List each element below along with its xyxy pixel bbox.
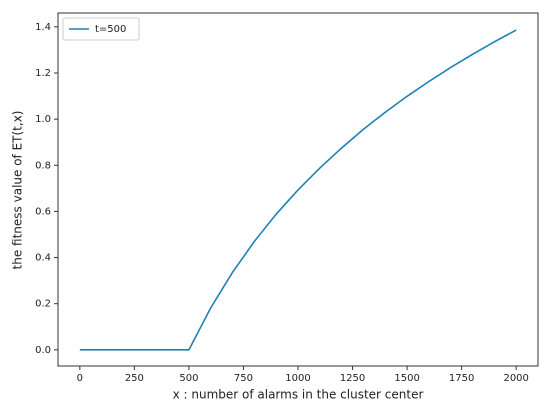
x-tick-label: 500 [179, 373, 198, 384]
legend-label: t=500 [95, 24, 126, 35]
x-tick-label: 1750 [449, 373, 474, 384]
y-tick-label: 1.0 [35, 114, 51, 125]
y-tick-label: 1.4 [35, 22, 51, 33]
y-axis-label: the fitness value of ET(t,x) [11, 111, 25, 270]
legend-box [62, 17, 140, 41]
y-tick-label: 0.4 [35, 253, 51, 264]
y-tick-label: 0.0 [35, 345, 51, 356]
y-tick-label: 0.6 [35, 206, 51, 217]
y-tick-label: 0.2 [35, 299, 51, 310]
x-tick-label: 0 [77, 373, 83, 384]
y-tick-label: 0.8 [35, 160, 51, 171]
x-tick-label: 1000 [285, 373, 310, 384]
x-tick-label: 750 [234, 373, 253, 384]
x-tick-label: 1250 [340, 373, 365, 384]
y-tick-label: 1.2 [35, 68, 51, 79]
x-tick-label: 1500 [394, 373, 419, 384]
x-tick-label: 2000 [503, 373, 528, 384]
x-tick-label: 250 [125, 373, 144, 384]
line [79, 29, 517, 351]
x-axis-label: x : number of alarms in the cluster cent… [173, 388, 424, 402]
